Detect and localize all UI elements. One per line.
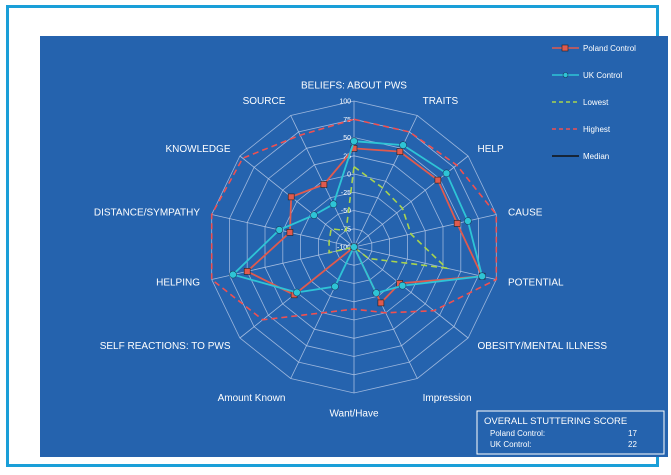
- legend-label: UK Control: [583, 71, 622, 80]
- data-point: [243, 268, 251, 275]
- data-point: [372, 289, 381, 297]
- data-point: [320, 181, 328, 188]
- axis-label: OBESITY/MENTAL ILLNESS: [478, 341, 608, 352]
- data-point: [229, 270, 237, 279]
- axis-label: TRAITS: [423, 96, 459, 107]
- data-point: [399, 141, 407, 149]
- score-row-label: UK Control:: [490, 440, 531, 449]
- axis-label: POTENTIAL: [508, 278, 564, 289]
- legend: Poland Control UK Control Lowest Highest Med…: [552, 44, 636, 161]
- data-series: [210, 118, 498, 321]
- data-point: [377, 299, 385, 307]
- data-point: [329, 200, 338, 208]
- axis-label: BELIEFS: ABOUT PWS: [301, 81, 407, 92]
- data-point: [434, 176, 442, 184]
- data-point: [350, 243, 358, 251]
- data-point: [478, 272, 486, 280]
- data-point: [287, 193, 295, 201]
- legend-label: Lowest: [583, 98, 609, 107]
- score-row-value: 22: [628, 440, 637, 449]
- radial-tick-label: 0: [347, 172, 351, 179]
- legend-label: Poland Control: [583, 44, 636, 53]
- legend-label: Highest: [583, 125, 611, 134]
- axis-label: SOURCE: [243, 96, 286, 107]
- grid-spoke: [353, 115, 418, 248]
- grid-spoke: [353, 214, 497, 248]
- radial-tick-label: 100: [339, 99, 351, 106]
- score-row-value: 17: [628, 429, 637, 438]
- data-point: [398, 281, 407, 290]
- data-point: [442, 169, 451, 178]
- series-highest: [210, 118, 498, 321]
- data-point: [293, 288, 301, 297]
- radial-tick-label: 50: [343, 135, 351, 142]
- axis-label: HELPING: [156, 278, 200, 289]
- data-point: [310, 211, 318, 219]
- data-point: [453, 220, 461, 227]
- axis-label: Want/Have: [329, 409, 379, 420]
- radial-tick-label: -25: [341, 190, 351, 197]
- axis-label: HELP: [478, 144, 504, 155]
- axis-label: SELF REACTIONS: TO PWS: [100, 341, 231, 352]
- axis-labels: BELIEFS: ABOUT PWS TRAITS HELP CAUSE POTENTI…: [94, 81, 607, 420]
- score-row-label: Poland Control:: [490, 429, 545, 438]
- legend-label: Median: [583, 152, 609, 161]
- data-point: [275, 226, 284, 234]
- radial-tick-label: -50: [341, 208, 351, 215]
- score-box-title: OVERALL STUTTERING SCORE: [484, 416, 627, 427]
- legend-marker: [561, 44, 569, 52]
- grid-spoke: [239, 155, 355, 248]
- series-uk-control: [229, 137, 486, 297]
- data-point: [331, 282, 339, 291]
- data-point: [396, 148, 404, 155]
- chart-panel: 100 75 50 25 0 -25 -50 -75 -100 BELIEFS: ABOUT P…: [40, 36, 668, 457]
- axis-label: CAUSE: [508, 207, 543, 218]
- axis-label: DISTANCE/SYMPATHY: [94, 207, 200, 218]
- overall-score-box: OVERALL STUTTERING SCORE Poland Control:…: [476, 410, 665, 455]
- legend-marker: [562, 72, 569, 78]
- data-point: [464, 217, 472, 225]
- data-point: [286, 229, 294, 236]
- data-point: [350, 137, 358, 145]
- radial-tick-label: -100: [337, 245, 351, 252]
- score-box-border: [476, 410, 665, 455]
- series-line: [210, 118, 498, 321]
- axis-label: KNOWLEDGE: [165, 144, 230, 155]
- axis-label: Amount Known: [218, 393, 286, 404]
- axis-label: Impression: [423, 393, 472, 404]
- radial-tick-label: 75: [343, 117, 351, 124]
- grid-spoke: [353, 246, 469, 339]
- grid-spoke: [353, 246, 497, 280]
